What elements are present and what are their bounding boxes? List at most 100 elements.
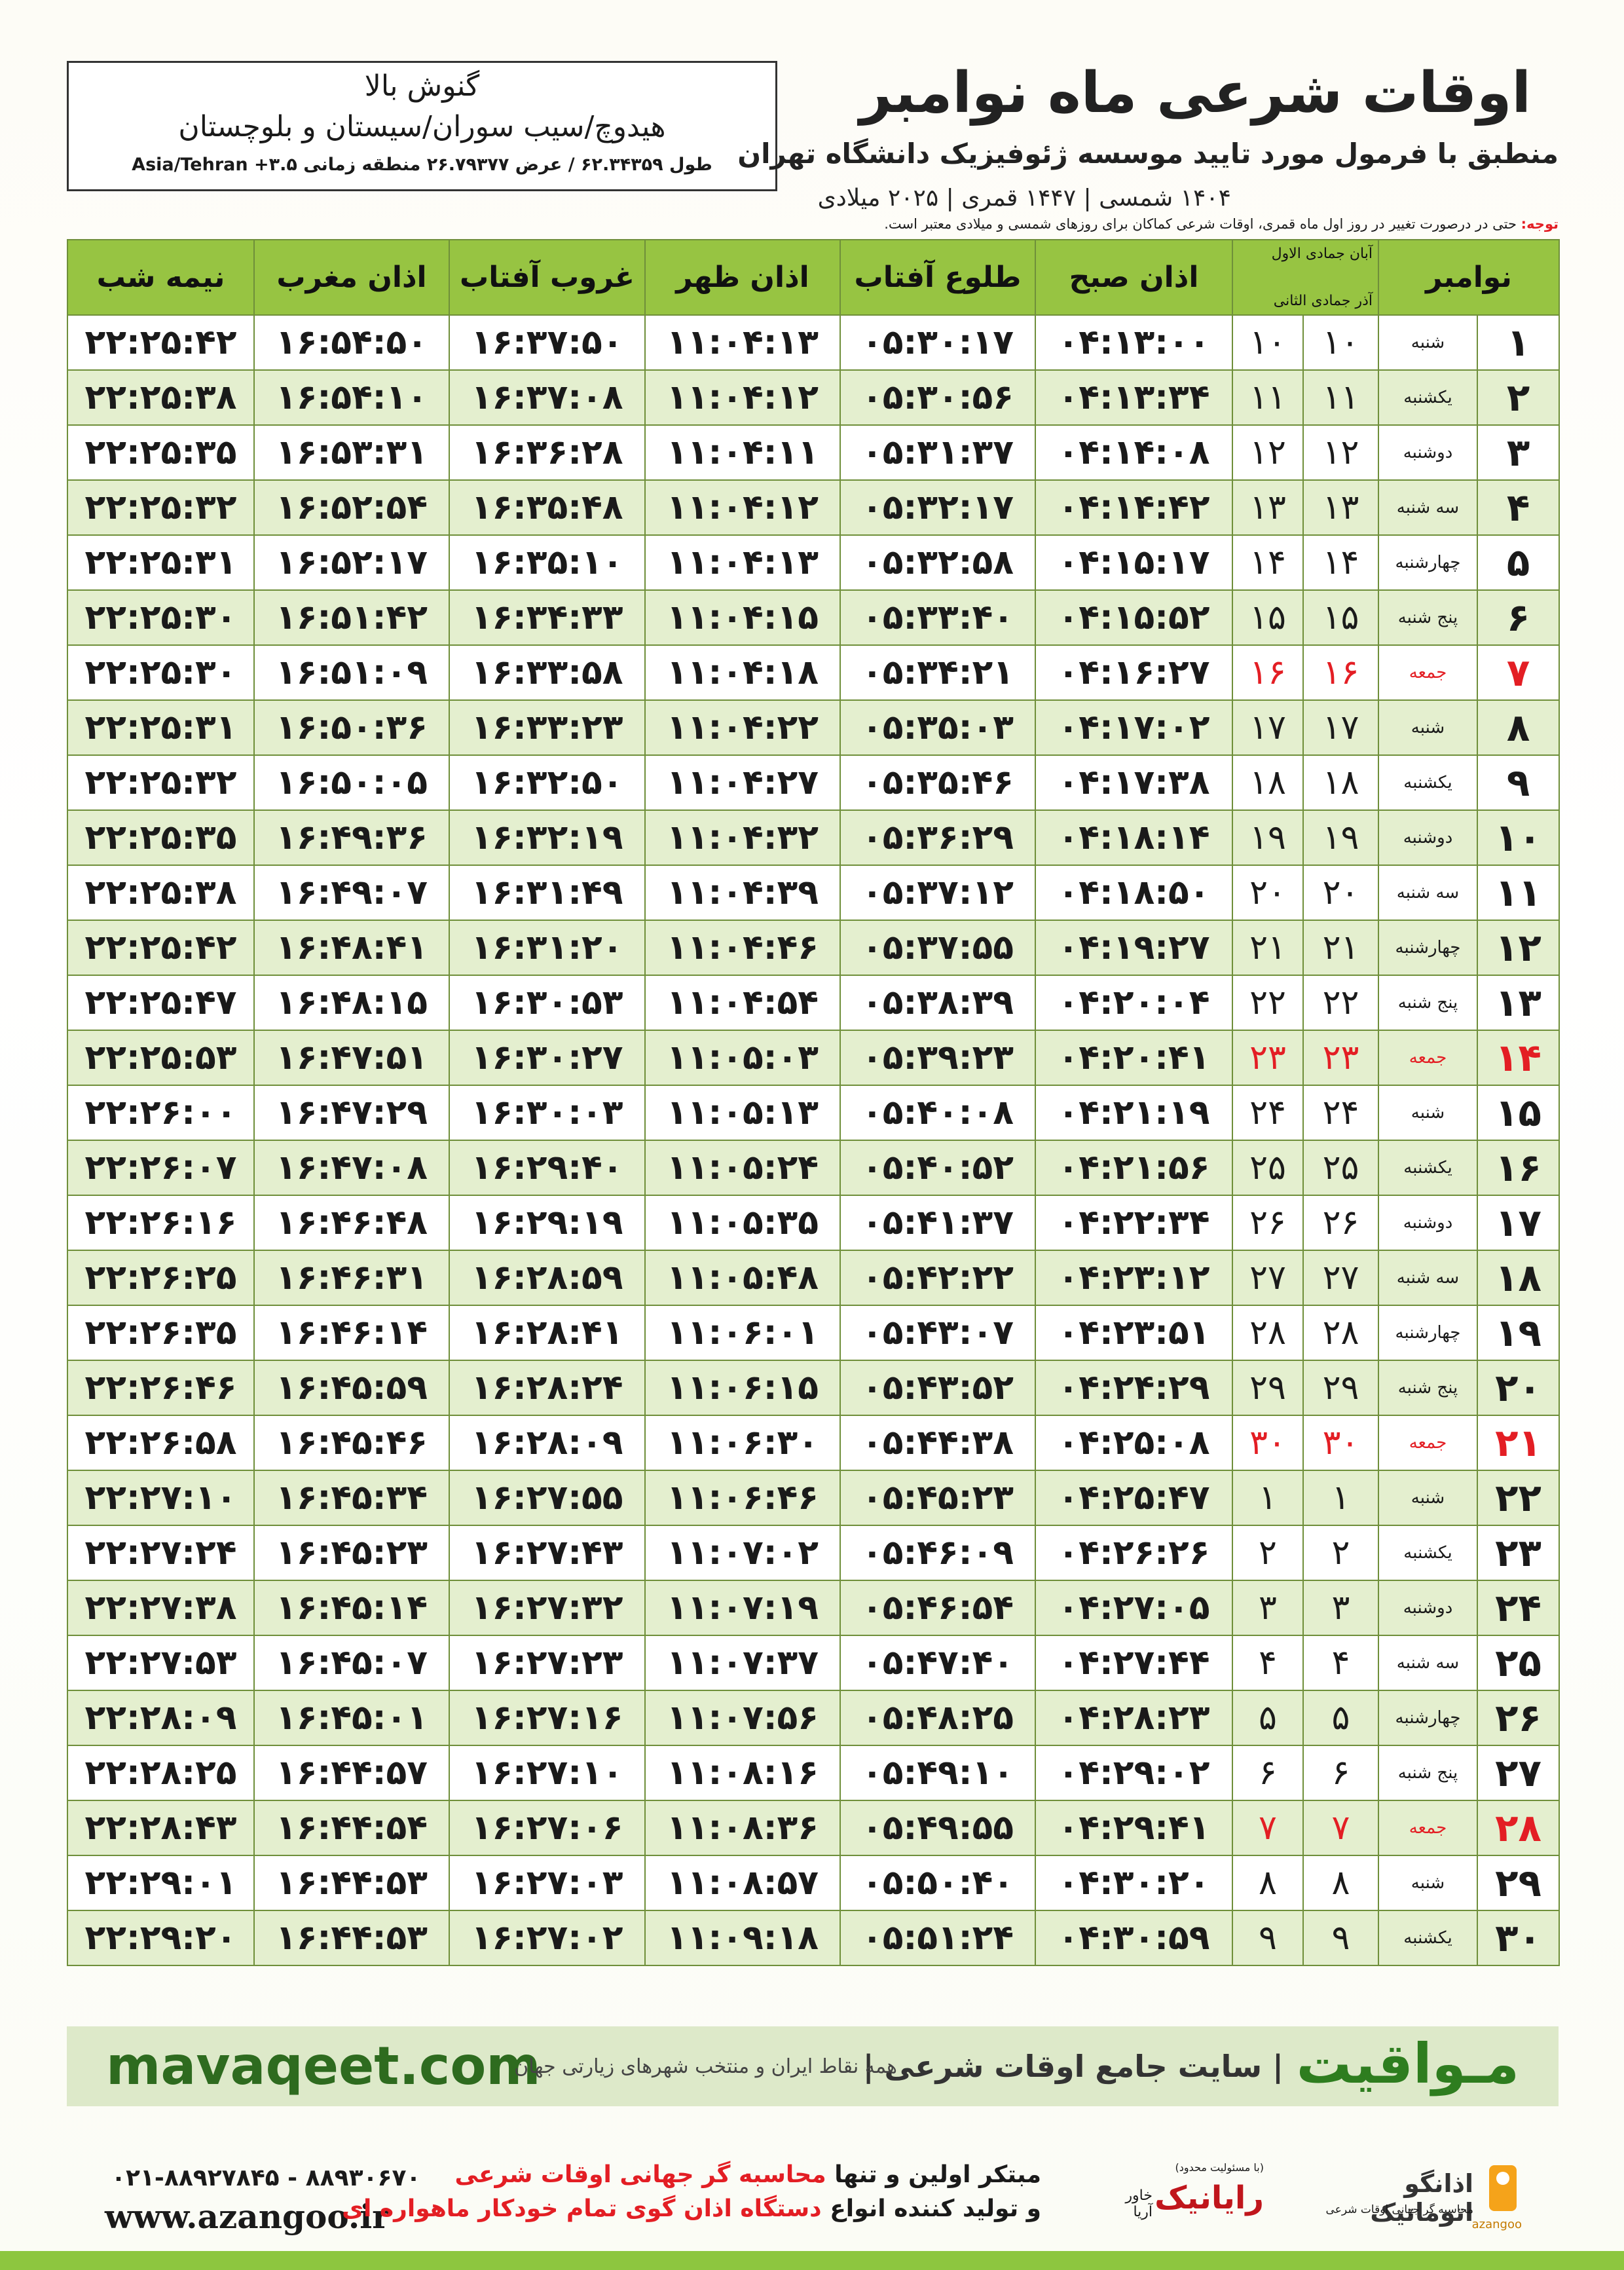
footer-line1: مبتکر اولین و تنها محاسبه گر جهانی اوقات… (455, 2161, 1041, 2188)
time: ۰۴:۱۸:۵۰ (1035, 865, 1233, 921)
time: ۰۵:۴۰:۰۸ (840, 1085, 1036, 1141)
day-number: ۱۰ (1477, 809, 1560, 866)
time: ۲۲:۲۷:۲۴ (67, 1525, 255, 1581)
time: ۲۲:۲۵:۳۵ (67, 809, 255, 866)
lunar-day: ۱۱ (1232, 369, 1304, 426)
time: ۱۶:۳۷:۵۰ (449, 314, 646, 371)
day-number: ۲۹ (1477, 1855, 1560, 1911)
time: ۰۵:۴۵:۲۳ (840, 1470, 1036, 1526)
time: ۰۵:۳۷:۱۲ (840, 865, 1036, 921)
solar-day: ۴ (1302, 1635, 1379, 1691)
table-row: ۱۷ دوشنبه ۲۶ ۲۶ ۰۴:۲۲:۳۴ ۰۵:۴۱:۳۷ ۱۱:۰۵:۳۵ ۱۶:۲… (67, 1195, 1560, 1251)
time: ۱۶:۴۵:۲۳ (253, 1525, 450, 1581)
time: ۲۲:۲۵:۳۸ (67, 865, 255, 921)
day-number: ۲۳ (1477, 1525, 1560, 1581)
time: ۲۲:۲۵:۴۲ (67, 920, 255, 976)
weekday: پنج شنبه (1377, 589, 1479, 646)
time: ۰۴:۱۴:۴۲ (1035, 479, 1233, 536)
time: ۲۲:۲۷:۳۸ (67, 1580, 255, 1636)
lunar-day: ۱۹ (1232, 809, 1304, 866)
time: ۰۵:۴۷:۴۰ (840, 1635, 1036, 1691)
time: ۱۶:۵۳:۳۱ (253, 424, 450, 481)
time: ۱۱:۰۶:۴۶ (644, 1470, 841, 1526)
table-row: ۱۲ چهارشنبه ۲۱ ۲۱ ۰۴:۱۹:۲۷ ۰۵:۳۷:۵۵ ۱۱:۰۴:۴۶ ۱۶… (67, 920, 1560, 976)
bottom-bar (0, 2251, 1624, 2270)
solar-day: ۸ (1302, 1855, 1379, 1911)
weekday: چهارشنبه (1377, 920, 1479, 976)
day-number: ۲۵ (1477, 1635, 1560, 1691)
time: ۰۵:۴۴:۳۸ (840, 1415, 1036, 1471)
day-number: ۲۷ (1477, 1745, 1560, 1801)
day-number: ۸ (1477, 699, 1560, 756)
day-number: ۱۶ (1477, 1140, 1560, 1196)
line-text: و تولید کننده انواع (830, 2195, 1041, 2222)
time: ۱۱:۰۸:۳۶ (644, 1800, 841, 1856)
time: ۰۴:۲۱:۱۹ (1035, 1085, 1233, 1141)
tagline: همه نقاط ایران و منتخب شهرهای زیارتی جها… (514, 2055, 897, 2078)
table-row: ۲۱ جمعه ۳۰ ۳۰ ۰۴:۲۵:۰۸ ۰۵:۴۴:۳۸ ۱۱:۰۶:۳۰ ۱۶:۲۸:… (67, 1415, 1560, 1471)
day-number: ۳۰ (1477, 1910, 1560, 1966)
table-row: ۲۹ شنبه ۸ ۸ ۰۴:۳۰:۲۰ ۰۵:۵۰:۴۰ ۱۱:۰۸:۵۷ ۱۶:۲۷:۰۳… (67, 1855, 1560, 1911)
solar-day: ۲۱ (1302, 920, 1379, 976)
time: ۱۶:۵۰:۳۶ (253, 699, 450, 756)
header-months: آبان جمادی الاول آذر جمادی الثانی (1232, 239, 1379, 316)
solar-day: ۲ (1302, 1525, 1379, 1581)
time: ۲۲:۲۶:۰۷ (67, 1140, 255, 1196)
table-row: ۱۸ سه شنبه ۲۷ ۲۷ ۰۴:۲۳:۱۲ ۰۵:۴۲:۲۲ ۱۱:۰۵:۴۸ ۱۶:… (67, 1250, 1560, 1306)
phones: ۰۲۱-۸۸۹۲۷۸۴۵ - ۸۸۹۳۰۶۷۰ (111, 2165, 421, 2191)
time: ۲۲:۲۵:۴۷ (67, 975, 255, 1031)
solar-day: ۱۵ (1302, 589, 1379, 646)
weekday: جمعه (1377, 1800, 1479, 1856)
title: اوقات شرعی ماه نوامبر (859, 60, 1531, 126)
solar-day: ۳ (1302, 1580, 1379, 1636)
time: ۰۴:۲۷:۴۴ (1035, 1635, 1233, 1691)
table-row: ۲۳ یکشنبه ۲ ۲ ۰۴:۲۶:۲۶ ۰۵:۴۶:۰۹ ۱۱:۰۷:۰۲ ۱۶:۲۷:… (67, 1525, 1560, 1581)
weekday: پنج شنبه (1377, 975, 1479, 1031)
location-box: گنوش بالا هیدوچ/سیب سوران/سیستان و بلوچس… (67, 61, 777, 191)
time: ۲۲:۲۵:۳۲ (67, 754, 255, 811)
time: ۰۵:۳۹:۲۳ (840, 1030, 1036, 1086)
time: ۰۴:۳۰:۵۹ (1035, 1910, 1233, 1966)
solar-day: ۲۶ (1302, 1195, 1379, 1251)
weekday: سه شنبه (1377, 1250, 1479, 1306)
time: ۱۶:۲۷:۵۵ (449, 1470, 646, 1526)
time: ۰۵:۳۷:۵۵ (840, 920, 1036, 976)
time: ۲۲:۲۶:۱۶ (67, 1195, 255, 1251)
time: ۲۲:۲۵:۵۳ (67, 1030, 255, 1086)
time: ۱۶:۲۸:۵۹ (449, 1250, 646, 1306)
time: ۰۴:۲۹:۰۲ (1035, 1745, 1233, 1801)
table-row: ۱۹ چهارشنبه ۲۸ ۲۸ ۰۴:۲۳:۵۱ ۰۵:۴۳:۰۷ ۱۱:۰۶:۰۱ ۱۶… (67, 1305, 1560, 1361)
time: ۰۴:۲۸:۲۳ (1035, 1690, 1233, 1746)
time: ۱۱:۰۴:۱۵ (644, 589, 841, 646)
time: ۲۲:۲۵:۳۵ (67, 424, 255, 481)
table-row: ۹ یکشنبه ۱۸ ۱۸ ۰۴:۱۷:۳۸ ۰۵:۳۵:۴۶ ۱۱:۰۴:۲۷ ۱۶:۳۲… (67, 754, 1560, 811)
lunar-day: ۱۶ (1232, 644, 1304, 701)
month-top: آبان جمادی الاول (1272, 246, 1373, 262)
time: ۰۵:۴۰:۵۲ (840, 1140, 1036, 1196)
table-row: ۲۴ دوشنبه ۳ ۳ ۰۴:۲۷:۰۵ ۰۵:۴۶:۵۴ ۱۱:۰۷:۱۹ ۱۶:۲۷:… (67, 1580, 1560, 1636)
time: ۰۵:۳۵:۴۶ (840, 754, 1036, 811)
time: ۱۶:۴۴:۵۷ (253, 1745, 450, 1801)
table-row: ۲۷ پنج شنبه ۶ ۶ ۰۴:۲۹:۰۲ ۰۵:۴۹:۱۰ ۱۱:۰۸:۱۶ ۱۶:۲… (67, 1745, 1560, 1801)
khavar: خاور آریا (1125, 2187, 1153, 2220)
day-number: ۷ (1477, 644, 1560, 701)
day-number: ۴ (1477, 479, 1560, 536)
time: ۲۲:۲۵:۳۰ (67, 644, 255, 701)
time: ۱۶:۴۷:۲۹ (253, 1085, 450, 1141)
time: ۰۴:۲۰:۴۱ (1035, 1030, 1233, 1086)
header-time: نیمه شب (67, 239, 255, 316)
time: ۲۲:۲۵:۳۱ (67, 699, 255, 756)
time: ۰۵:۴۹:۵۵ (840, 1800, 1036, 1856)
time: ۱۱:۰۴:۴۶ (644, 920, 841, 976)
header-time: طلوع آفتاب (840, 239, 1036, 316)
solar-day: ۲۲ (1302, 975, 1379, 1031)
time: ۰۴:۳۰:۲۰ (1035, 1855, 1233, 1911)
time: ۱۶:۳۴:۳۳ (449, 589, 646, 646)
solar-day: ۲۴ (1302, 1085, 1379, 1141)
time: ۰۴:۲۹:۴۱ (1035, 1800, 1233, 1856)
day-number: ۱۵ (1477, 1085, 1560, 1141)
time: ۲۲:۲۵:۳۱ (67, 534, 255, 591)
day-number: ۹ (1477, 754, 1560, 811)
weekday: شنبه (1377, 1855, 1479, 1911)
time: ۰۵:۴۱:۳۷ (840, 1195, 1036, 1251)
